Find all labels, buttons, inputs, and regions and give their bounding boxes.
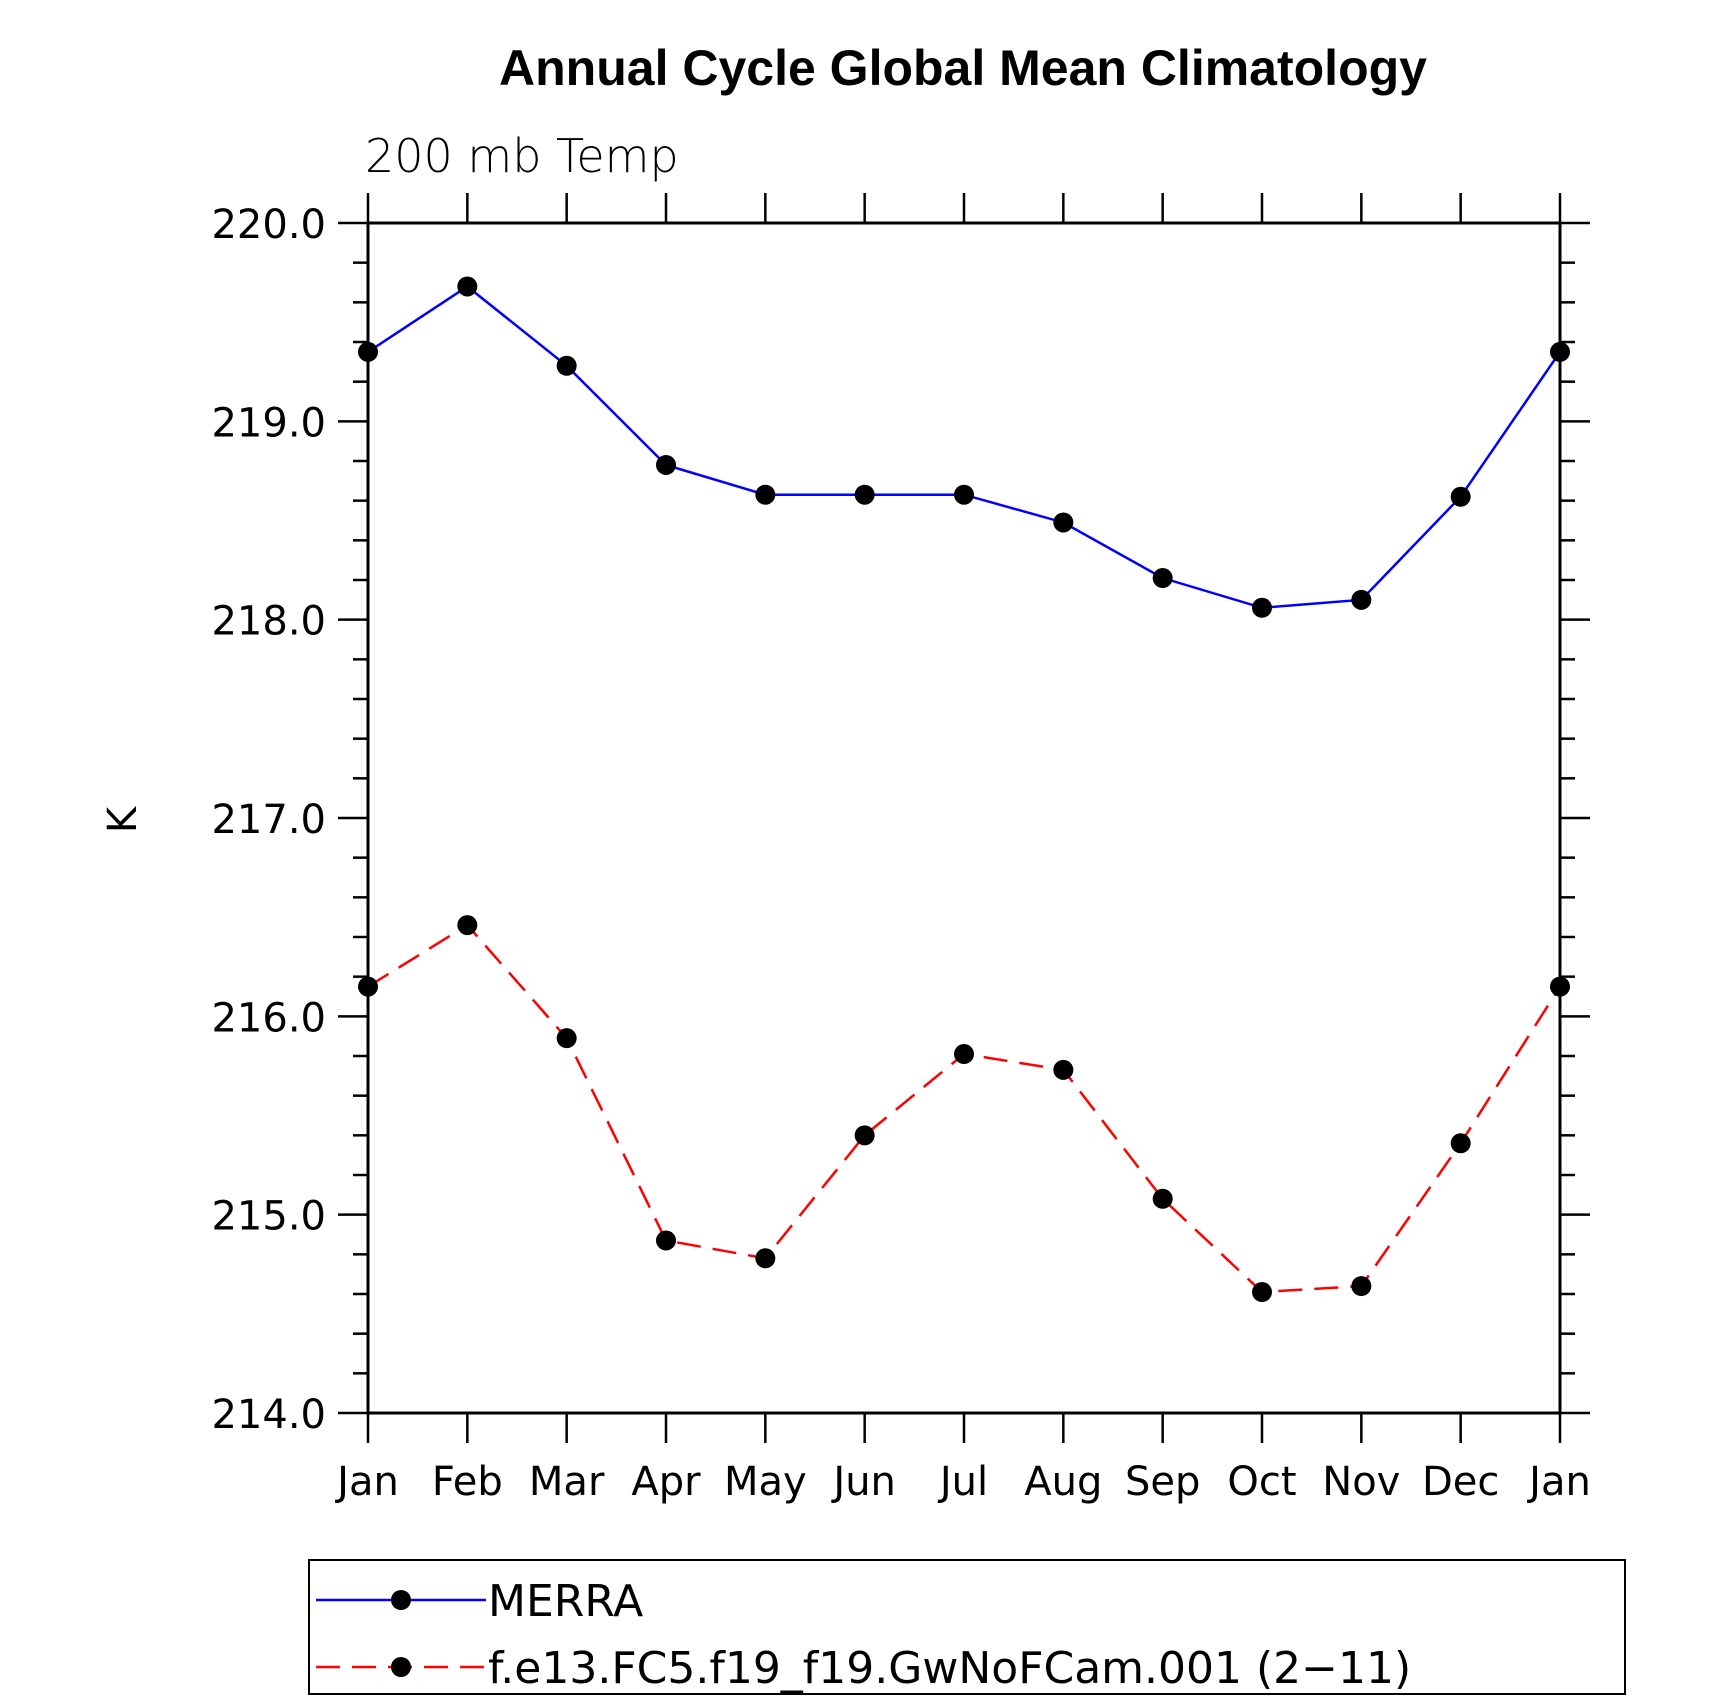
series-0-point: [1351, 589, 1372, 610]
chart-subtitle: 200 mb Temp: [365, 129, 679, 183]
x-tick-label: Aug: [1024, 1459, 1102, 1505]
legend: MERRA f.e13.FC5.f19_f19.GwNoFCam.001 (2−1…: [308, 1559, 1626, 1695]
x-tick-label: Sep: [1125, 1459, 1200, 1505]
series-1-point: [556, 1028, 577, 1049]
x-tick-label: Mar: [529, 1459, 605, 1505]
series-0-point: [755, 484, 776, 505]
x-tick-label: May: [724, 1459, 807, 1505]
x-tick-label: Jun: [830, 1459, 896, 1505]
x-tick-label: Feb: [432, 1459, 503, 1505]
series-0-point: [1053, 512, 1074, 533]
plot-frame: [366, 221, 1562, 1415]
legend-marker-1: [391, 1657, 411, 1677]
series-0-point: [556, 355, 577, 376]
series-line-0: [367, 284, 1562, 610]
series-1-point: [1351, 1276, 1372, 1297]
legend-marker-0: [391, 1590, 411, 1610]
series-0-point: [1550, 341, 1570, 362]
y-tick-label: 218.0: [211, 599, 326, 645]
series-0-point: [656, 454, 676, 475]
series-0-point: [854, 484, 875, 505]
y-axis-label: K: [100, 805, 146, 833]
x-tick-label: Dec: [1422, 1459, 1499, 1505]
series-1-point: [1450, 1133, 1471, 1154]
y-tick-label: 215.0: [211, 1194, 326, 1240]
series-1-point: [1053, 1059, 1074, 1080]
x-tick-label: Nov: [1322, 1459, 1400, 1505]
series-1-point: [457, 915, 478, 936]
series-1-point: [656, 1230, 676, 1251]
y-tick-label: 214.0: [211, 1392, 326, 1438]
series-1-point: [358, 976, 378, 997]
series-line-1: [367, 923, 1562, 1294]
series-0-point: [1252, 597, 1272, 618]
series-1-point: [954, 1044, 974, 1065]
x-tick-label: Jul: [937, 1459, 988, 1505]
x-tick-label: Apr: [631, 1459, 701, 1505]
series-1-point: [755, 1248, 776, 1269]
series-1-point: [1252, 1282, 1272, 1303]
series-0-point: [457, 276, 478, 297]
y-tick-label: 220.0: [211, 202, 326, 248]
series-0-point: [1450, 486, 1471, 507]
plot-area: 214.0 215.0 216.0 217.0 218.0 219.0 220.0 Jan Fe…: [211, 193, 1591, 1505]
legend-label-1: f.e13.FC5.f19_f19.GwNoFCam.001 (2−11): [488, 1643, 1411, 1694]
series-1-point: [1152, 1188, 1173, 1209]
y-tick-label: 216.0: [211, 995, 326, 1041]
x-tick-label: Oct: [1227, 1459, 1296, 1505]
legend-box: [308, 1559, 1626, 1695]
legend-label-0: MERRA: [488, 1576, 643, 1627]
x-tick-label: Jan: [334, 1459, 399, 1505]
y-tick-label: 217.0: [211, 797, 326, 843]
series-0-point: [954, 484, 974, 505]
series-0-point: [358, 341, 378, 362]
chart-title: Annual Cycle Global Mean Climatology: [499, 40, 1427, 96]
y-tick-label: 219.0: [211, 400, 326, 446]
series-1-point: [1550, 976, 1570, 997]
series-0-point: [1152, 568, 1173, 589]
x-tick-label: Jan: [1526, 1459, 1591, 1505]
series-1-point: [854, 1125, 875, 1146]
